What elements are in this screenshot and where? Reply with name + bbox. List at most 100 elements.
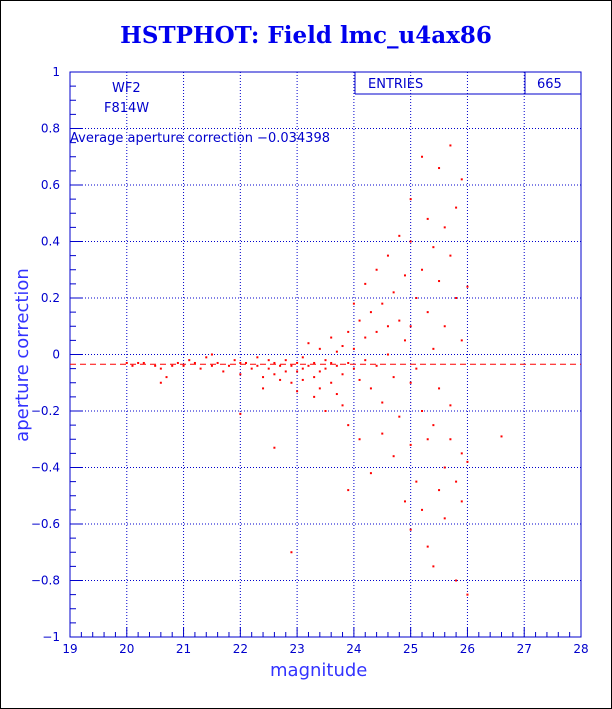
data-point: [347, 361, 350, 364]
y-tick-label: −0.6: [31, 517, 60, 531]
data-point: [421, 410, 424, 412]
data-point: [296, 370, 299, 373]
data-point: [500, 435, 503, 438]
data-point: [233, 359, 236, 362]
data-point: [449, 438, 452, 441]
data-point: [421, 268, 424, 271]
y-tick-label: 0.8: [41, 122, 60, 136]
data-point: [267, 367, 270, 370]
data-point: [381, 302, 384, 305]
data-point: [455, 206, 458, 209]
y-tick-label: −1: [42, 630, 60, 644]
data-point: [358, 319, 361, 322]
data-point: [443, 517, 446, 520]
data-point: [426, 217, 429, 220]
data-point: [239, 412, 242, 415]
data-point: [398, 319, 401, 322]
data-point: [426, 545, 429, 548]
data-point: [403, 339, 406, 342]
data-point: [154, 364, 157, 367]
data-point: [245, 361, 248, 364]
data-point: [432, 424, 435, 427]
data-point: [267, 359, 270, 362]
data-point: [386, 254, 389, 257]
data-point: [460, 452, 463, 455]
data-point: [432, 347, 435, 350]
data-point: [142, 361, 145, 364]
x-tick-label: 24: [346, 642, 361, 656]
data-point: [262, 387, 265, 390]
data-point: [398, 415, 401, 418]
stats-entries-value: 665: [537, 77, 562, 92]
data-point: [415, 297, 418, 299]
data-point: [301, 356, 304, 359]
data-point: [193, 361, 196, 364]
data-point: [279, 378, 282, 381]
data-point: [250, 367, 253, 370]
y-tick-labels: −1 −0.8 −0.6 −0.4 −0.2 0 0.2 0.4 0.6 0.8 1: [31, 65, 60, 644]
data-point: [455, 579, 458, 582]
data-point: [290, 551, 293, 554]
average-aperture-text: Average aperture correction −0.034398: [70, 131, 330, 146]
data-point: [375, 330, 378, 333]
data-point: [369, 387, 372, 390]
y-tick-label: 0: [52, 348, 60, 362]
data-point: [364, 282, 367, 285]
data-point: [341, 345, 344, 348]
data-point: [432, 565, 435, 568]
y-tick-label: −0.4: [31, 461, 60, 475]
data-point: [222, 370, 225, 373]
data-point: [421, 155, 424, 158]
data-point: [165, 376, 168, 379]
data-point: [307, 342, 310, 345]
data-point: [398, 234, 401, 237]
grid: [70, 72, 581, 637]
data-point: [421, 508, 424, 511]
data-point: [330, 336, 333, 339]
x-tick-labels: 19 20 21 22 23 24 25 26 27 28: [62, 642, 588, 656]
data-point: [301, 367, 304, 370]
data-point: [403, 500, 406, 503]
data-point: [273, 373, 276, 376]
data-point: [301, 378, 304, 381]
data-point: [392, 376, 395, 379]
data-point: [409, 443, 412, 446]
data-point: [375, 268, 378, 271]
data-point: [307, 364, 310, 367]
data-point: [284, 370, 287, 373]
data-point: [188, 359, 191, 362]
data-point: [432, 246, 435, 249]
data-point: [296, 390, 299, 393]
data-point: [460, 500, 463, 503]
data-point: [409, 325, 412, 328]
data-point: [324, 367, 327, 370]
data-point: [279, 364, 282, 367]
data-point: [330, 381, 333, 384]
data-point: [284, 359, 287, 362]
y-tick-label: −0.8: [31, 574, 60, 588]
minor-ticks: [69, 71, 582, 638]
data-point: [438, 167, 441, 170]
data-point: [199, 367, 202, 370]
y-axis-title: aperture correction: [12, 268, 33, 442]
data-point: [347, 489, 350, 492]
data-point: [205, 356, 208, 359]
x-tick-label: 25: [403, 642, 418, 656]
y-tick-label: 0.6: [41, 178, 60, 192]
data-point: [296, 361, 299, 364]
data-point: [324, 410, 327, 412]
data-point: [403, 274, 406, 277]
data-point: [313, 376, 316, 379]
data-point: [262, 376, 265, 379]
x-tick-label: 21: [176, 642, 191, 656]
data-point: [409, 198, 412, 201]
chart-title: HSTPHOT: Field lmc_u4ax86: [120, 22, 492, 49]
data-point: [341, 404, 344, 407]
data-point: [364, 336, 367, 339]
data-point: [369, 472, 372, 475]
x-tick-label: 27: [517, 642, 532, 656]
data-point: [449, 404, 452, 407]
data-point: [347, 330, 350, 333]
data-point: [369, 311, 372, 314]
data-point: [409, 381, 412, 384]
